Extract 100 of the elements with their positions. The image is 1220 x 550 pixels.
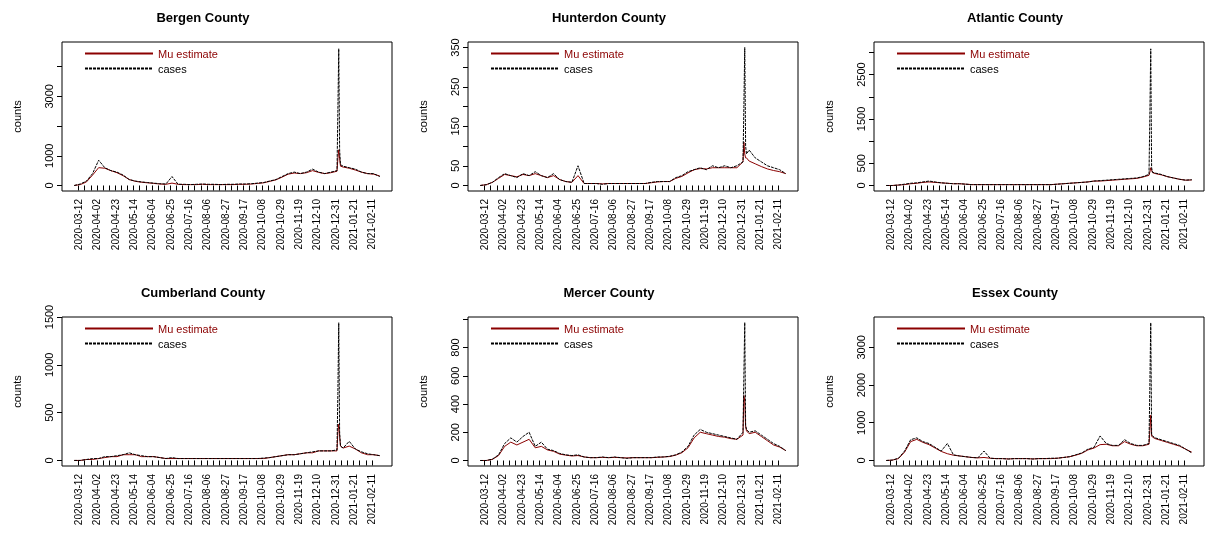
x-tick-label: 2020-08-06 xyxy=(607,473,619,526)
x-tick-label: 2021-02-11 xyxy=(1178,198,1190,250)
x-tick-label: 2020-06-04 xyxy=(958,198,970,251)
x-tick-label: 2020-06-04 xyxy=(552,198,564,251)
x-tick-label: 2021-01-21 xyxy=(754,198,766,251)
x-tick-label: 2020-12-10 xyxy=(717,198,729,251)
x-tick-label: 2020-08-27 xyxy=(625,198,637,251)
x-tick-label: 2020-04-02 xyxy=(903,198,915,251)
y-tick-label: 0 xyxy=(42,182,55,189)
y-tick-label: 2000 xyxy=(854,372,867,398)
y-axis-title: counts xyxy=(10,374,23,408)
x-tick-label: 2020-10-08 xyxy=(256,198,268,251)
x-tick-label: 2020-06-25 xyxy=(570,473,582,526)
x-tick-label: 2020-04-23 xyxy=(921,198,933,251)
text: Mu estimate xyxy=(564,322,624,335)
x-tick-label: 2020-03-12 xyxy=(885,473,897,526)
x-tick-label: 2020-03-12 xyxy=(479,473,491,526)
x-tick-label: 2020-05-14 xyxy=(534,473,546,526)
y-tick-label: 200 xyxy=(448,423,461,442)
x-tick-label: 2020-11-19 xyxy=(1105,473,1117,525)
text: Mu estimate xyxy=(158,47,218,60)
x-tick-label: 2020-06-25 xyxy=(164,198,176,251)
x-tick-label: 2020-07-16 xyxy=(995,473,1007,526)
y-tick-label: 0 xyxy=(448,457,461,464)
text: cases xyxy=(970,62,1000,75)
chart-title: Hunterdon County xyxy=(551,10,667,25)
text: cases xyxy=(564,62,594,75)
x-tick-label: 2020-04-02 xyxy=(91,198,103,251)
x-tick-label: 2021-01-21 xyxy=(348,198,360,251)
x-tick-label: 2020-06-25 xyxy=(976,473,988,526)
y-tick-label: 800 xyxy=(448,338,461,357)
y-axis-title: counts xyxy=(416,99,429,133)
x-tick-label: 2020-06-25 xyxy=(570,198,582,251)
x-tick-label: 2020-08-06 xyxy=(201,198,213,251)
y-tick-label: 350 xyxy=(448,38,461,57)
text: Mu estimate xyxy=(970,322,1030,335)
x-tick-label: 2020-12-31 xyxy=(1141,473,1153,526)
x-tick-label: 2020-09-17 xyxy=(1050,198,1062,251)
x-tick-label: 2020-05-14 xyxy=(128,473,140,526)
y-tick-label: 1000 xyxy=(42,143,55,168)
chart-title: Cumberland County xyxy=(140,285,266,300)
x-tick-label: 2020-10-29 xyxy=(1086,198,1098,251)
x-tick-label: 2020-04-23 xyxy=(109,198,121,251)
y-tick-label: 0 xyxy=(448,182,461,189)
x-tick-label: 2020-03-12 xyxy=(885,198,897,251)
x-tick-label: 2020-06-25 xyxy=(976,198,988,251)
x-tick-label: 2020-04-02 xyxy=(91,473,103,526)
x-tick-label: 2021-02-11 xyxy=(772,473,784,525)
x-tick-label: 2020-07-16 xyxy=(183,473,195,526)
x-tick-label: 2020-08-06 xyxy=(201,473,213,526)
x-tick-label: 2020-12-10 xyxy=(1123,198,1135,251)
x-tick-label: 2020-07-16 xyxy=(589,473,601,526)
line-series xyxy=(885,48,1193,186)
x-tick-label: 2020-12-10 xyxy=(717,473,729,526)
x-tick-label: 2020-09-17 xyxy=(1050,473,1062,526)
text: Mu estimate xyxy=(158,322,218,335)
text: Mu estimate xyxy=(970,47,1030,60)
x-tick-label: 2020-10-08 xyxy=(256,473,268,526)
y-tick-label: 1000 xyxy=(42,352,55,378)
chart-title: Atlantic County xyxy=(966,10,1064,25)
y-tick-label: 500 xyxy=(42,403,55,422)
x-tick-label: 2020-09-17 xyxy=(644,198,656,251)
y-tick-label: 3000 xyxy=(42,84,55,109)
x-tick-label: 2020-04-02 xyxy=(497,473,509,526)
x-tick-label: 2020-04-02 xyxy=(497,198,509,251)
line-series xyxy=(73,48,381,186)
x-tick-label: 2020-10-08 xyxy=(662,198,674,251)
y-tick-label: 1000 xyxy=(854,410,867,435)
chart-title: Essex County xyxy=(972,285,1059,300)
y-tick-label: 0 xyxy=(854,457,867,464)
x-tick-label: 2021-02-11 xyxy=(366,198,378,250)
line-series xyxy=(885,322,1193,461)
x-tick-label: 2020-12-31 xyxy=(735,473,747,526)
x-tick-label: 2020-12-31 xyxy=(329,198,341,251)
x-tick-label: 2020-06-04 xyxy=(146,198,158,251)
y-tick-label: 1500 xyxy=(42,304,55,330)
x-tick-label: 2020-08-06 xyxy=(1013,473,1025,526)
x-tick-label: 2020-06-04 xyxy=(146,473,158,526)
x-tick-label: 2021-01-21 xyxy=(348,473,360,526)
text: cases xyxy=(158,337,188,350)
x-tick-label: 2021-01-21 xyxy=(754,473,766,526)
x-tick-label: 2020-10-08 xyxy=(1068,473,1080,526)
x-tick-label: 2020-04-02 xyxy=(903,473,915,526)
x-tick-label: 2021-01-21 xyxy=(1160,198,1172,251)
x-tick-label: 2020-07-16 xyxy=(995,198,1007,251)
text: cases xyxy=(970,337,1000,350)
x-tick-label: 2020-09-17 xyxy=(238,473,250,526)
x-tick-label: 2020-05-14 xyxy=(940,198,952,251)
x-tick-label: 2020-12-10 xyxy=(1123,473,1135,526)
x-tick-label: 2020-10-29 xyxy=(274,198,286,251)
y-axis-title: counts xyxy=(10,99,23,133)
x-tick-label: 2021-02-11 xyxy=(1178,473,1190,525)
y-axis-title: counts xyxy=(822,374,835,408)
x-tick-label: 2020-11-19 xyxy=(293,198,305,250)
x-tick-label: 2020-04-23 xyxy=(515,198,527,251)
x-tick-label: 2020-07-16 xyxy=(589,198,601,251)
x-tick-label: 2021-02-11 xyxy=(366,473,378,525)
x-tick-label: 2020-05-14 xyxy=(128,198,140,251)
x-tick-label: 2020-04-23 xyxy=(109,473,121,526)
text: cases xyxy=(564,337,594,350)
